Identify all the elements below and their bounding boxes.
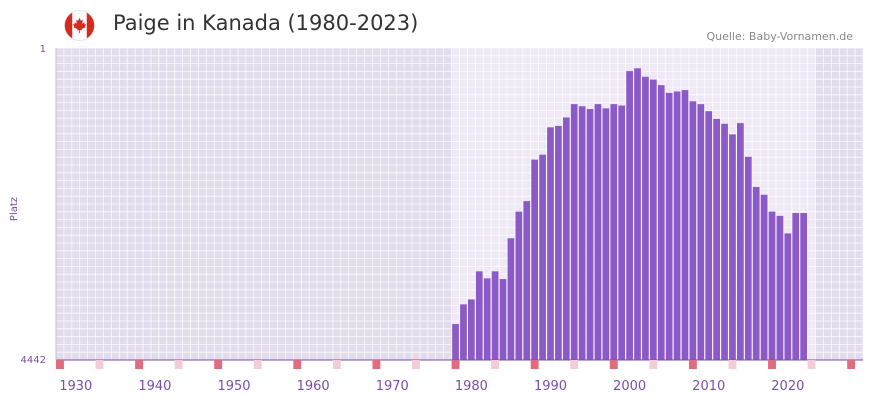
x-axis-marker-2028 xyxy=(847,360,856,369)
bar-2022 xyxy=(800,213,808,360)
bar-1999 xyxy=(618,105,626,360)
bar-1978 xyxy=(452,324,459,360)
bar-2004 xyxy=(657,85,665,360)
x-tick-label: 1980 xyxy=(455,379,488,394)
bar-2020 xyxy=(784,233,792,360)
bar-2008 xyxy=(689,101,697,361)
x-axis-marker-2023 xyxy=(807,360,816,369)
x-axis-marker-2018 xyxy=(768,360,776,369)
bar-2016 xyxy=(752,187,760,360)
x-axis-marker-1998 xyxy=(609,360,618,369)
x-axis-marker-1978 xyxy=(451,360,460,369)
bar-1997 xyxy=(602,108,610,360)
x-tick-label: 1940 xyxy=(138,379,171,394)
x-tick-label: 1950 xyxy=(217,379,250,394)
bar-1988 xyxy=(531,159,539,360)
x-tick-label: 1930 xyxy=(59,379,92,394)
bar-1979 xyxy=(460,304,467,360)
bar-1992 xyxy=(562,117,570,360)
bar-1987 xyxy=(523,201,531,360)
bar-1982 xyxy=(483,278,491,360)
x-axis-marker-1963 xyxy=(332,360,341,369)
bar-2017 xyxy=(760,194,768,360)
bar-2006 xyxy=(673,91,681,361)
bar-2000 xyxy=(626,71,633,361)
y-axis-label: Platz xyxy=(9,197,20,221)
x-axis-marker-1948 xyxy=(214,360,223,369)
bar-1980 xyxy=(468,299,475,360)
x-tick-label: 2020 xyxy=(771,379,804,394)
bar-2010 xyxy=(705,111,713,360)
x-axis-marker-2008 xyxy=(688,360,697,369)
bar-1991 xyxy=(555,125,562,360)
x-tick-label: 2010 xyxy=(692,379,725,394)
x-axis-marker-1943 xyxy=(174,360,183,369)
x-axis-marker-1933 xyxy=(95,360,104,369)
bar-2003 xyxy=(649,79,657,360)
bar-2011 xyxy=(713,118,720,360)
bar-1989 xyxy=(539,154,546,360)
bar-2019 xyxy=(776,215,784,360)
bar-1996 xyxy=(594,104,602,360)
bar-2021 xyxy=(792,213,800,360)
bar-2012 xyxy=(721,123,728,360)
bar-1993 xyxy=(570,104,578,360)
x-axis: 1930 1940 1950 1960 1970 1980 1990 2000 2010 2020 xyxy=(56,359,863,394)
bar-2014 xyxy=(737,123,744,360)
source-link[interactable]: Quelle: Baby-Vornamen.de xyxy=(706,30,853,43)
x-axis-marker-1993 xyxy=(570,360,579,369)
bar-1984 xyxy=(499,279,507,360)
x-tick-label: 1970 xyxy=(376,379,409,394)
x-axis-marker-1953 xyxy=(253,360,262,369)
x-axis-marker-1938 xyxy=(135,360,144,369)
x-axis-marker-1928 xyxy=(56,360,64,369)
bar-1983 xyxy=(491,271,499,360)
bar-2018 xyxy=(768,211,776,360)
bar-1985 xyxy=(507,238,515,360)
bar-2013 xyxy=(729,134,736,360)
bar-1998 xyxy=(610,104,618,360)
bar-1995 xyxy=(586,109,594,360)
bar-1986 xyxy=(515,211,523,360)
bar-1990 xyxy=(547,127,554,361)
chart-title: Paige in Kanada (1980-2023) xyxy=(113,11,419,35)
x-axis-marker-2003 xyxy=(649,360,658,369)
x-tick-label: 2000 xyxy=(613,379,646,394)
y-tick-label: 4442 xyxy=(21,355,46,366)
bar-1994 xyxy=(578,106,586,360)
x-axis-marker-1973 xyxy=(412,360,420,369)
bar-1981 xyxy=(475,271,483,360)
x-axis-marker-1958 xyxy=(293,360,302,369)
bar-2002 xyxy=(642,76,649,360)
plot-grid xyxy=(55,47,864,361)
x-axis-marker-1983 xyxy=(491,360,500,369)
bar-2005 xyxy=(665,92,673,361)
canada-flag-icon xyxy=(64,10,95,41)
bar-2009 xyxy=(697,104,705,360)
x-tick-label: 1960 xyxy=(297,379,330,394)
x-axis-marker-1988 xyxy=(530,360,539,369)
bar-2015 xyxy=(744,156,752,360)
x-tick-label: 1990 xyxy=(534,379,567,394)
bar-2001 xyxy=(634,68,641,361)
y-tick-label: 1 xyxy=(40,44,46,55)
x-axis-marker-2013 xyxy=(728,360,737,369)
bar-2007 xyxy=(681,90,689,361)
y-axis: 1 4442 Platz xyxy=(9,44,57,366)
x-axis-marker-1968 xyxy=(372,360,381,369)
bar-series xyxy=(452,68,808,361)
